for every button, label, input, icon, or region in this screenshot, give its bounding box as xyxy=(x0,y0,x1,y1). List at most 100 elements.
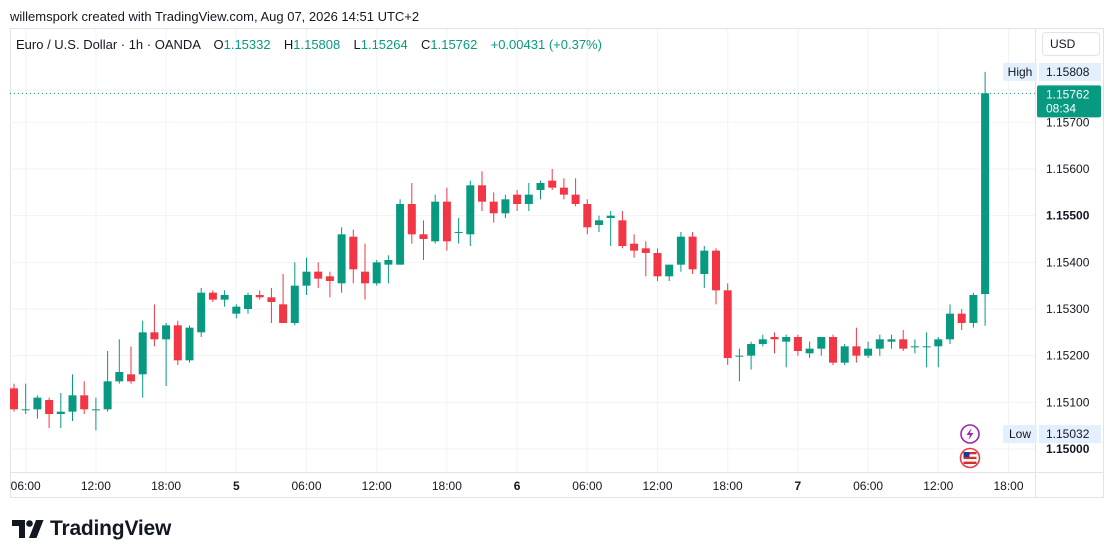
candle[interactable] xyxy=(524,182,533,211)
candle[interactable] xyxy=(548,168,557,190)
candle[interactable] xyxy=(934,336,943,368)
candle[interactable] xyxy=(162,322,171,386)
candle[interactable] xyxy=(325,271,334,298)
candle[interactable] xyxy=(899,329,908,351)
candle[interactable] xyxy=(665,264,674,281)
tradingview-brand[interactable]: TradingView xyxy=(12,517,171,541)
candle[interactable] xyxy=(478,171,486,211)
candle[interactable] xyxy=(712,248,720,305)
candle[interactable] xyxy=(852,327,861,363)
candle[interactable] xyxy=(536,180,545,200)
candle[interactable] xyxy=(115,339,124,384)
candle[interactable] xyxy=(606,210,615,246)
candle[interactable] xyxy=(957,308,966,330)
candle[interactable] xyxy=(244,292,252,314)
candle-body xyxy=(173,325,182,361)
candle[interactable] xyxy=(489,192,498,223)
candle[interactable] xyxy=(361,243,369,300)
candle-body xyxy=(524,194,533,204)
lightning-glyph xyxy=(966,428,974,440)
candle[interactable] xyxy=(770,332,779,354)
candle[interactable] xyxy=(758,334,767,347)
candle[interactable] xyxy=(630,234,639,258)
candle[interactable] xyxy=(150,304,159,347)
candle[interactable] xyxy=(829,334,837,365)
candle[interactable] xyxy=(173,320,182,365)
candle[interactable] xyxy=(290,262,299,326)
candle[interactable] xyxy=(782,334,791,368)
candle[interactable] xyxy=(688,231,697,274)
candle[interactable] xyxy=(864,341,873,358)
candle[interactable] xyxy=(349,229,358,284)
candle[interactable] xyxy=(337,227,346,293)
candle[interactable] xyxy=(255,290,264,300)
candle[interactable] xyxy=(922,332,931,368)
candle[interactable] xyxy=(56,392,65,428)
candle[interactable] xyxy=(817,336,826,356)
candle[interactable] xyxy=(641,241,650,277)
candle[interactable] xyxy=(138,320,147,398)
time-tick-label: 18:00 xyxy=(151,479,181,493)
candle[interactable] xyxy=(805,341,814,358)
candle[interactable] xyxy=(571,178,580,207)
candle[interactable] xyxy=(910,339,919,354)
candle[interactable] xyxy=(501,194,510,218)
candle[interactable] xyxy=(372,259,381,286)
candle[interactable] xyxy=(232,304,241,319)
candle-body xyxy=(548,180,557,188)
time-tick-label: 7 xyxy=(795,479,802,493)
candle[interactable] xyxy=(946,304,954,344)
candle-body xyxy=(384,259,393,265)
candle[interactable] xyxy=(197,287,206,337)
candle[interactable] xyxy=(747,341,756,370)
candle[interactable] xyxy=(583,199,592,235)
candle[interactable] xyxy=(595,215,603,232)
candle[interactable] xyxy=(103,350,112,412)
candle[interactable] xyxy=(735,348,744,382)
candle[interactable] xyxy=(407,182,416,244)
candle[interactable] xyxy=(840,343,849,365)
candle[interactable] xyxy=(431,194,440,244)
candle[interactable] xyxy=(208,290,217,302)
candle-body xyxy=(103,381,112,410)
candle-body xyxy=(875,339,884,349)
candle[interactable] xyxy=(91,397,100,431)
candle[interactable] xyxy=(676,231,685,272)
candle[interactable] xyxy=(700,245,709,288)
candle[interactable] xyxy=(80,381,89,414)
candle[interactable] xyxy=(21,383,30,414)
candle[interactable] xyxy=(981,71,990,326)
us-flag-icon[interactable] xyxy=(959,447,981,469)
candle[interactable] xyxy=(969,292,978,328)
candle[interactable] xyxy=(185,325,194,363)
candle[interactable] xyxy=(302,257,311,295)
candle[interactable] xyxy=(314,262,323,288)
candle[interactable] xyxy=(466,180,475,246)
candle[interactable] xyxy=(419,220,428,260)
candle[interactable] xyxy=(875,334,884,356)
candle[interactable] xyxy=(267,287,276,323)
candle[interactable] xyxy=(513,189,522,211)
candle[interactable] xyxy=(220,290,229,307)
candle[interactable] xyxy=(618,210,627,249)
candle[interactable] xyxy=(127,346,135,384)
candle[interactable] xyxy=(33,395,42,419)
lightning-event-icon[interactable] xyxy=(960,424,980,444)
time-tick-label: 06:00 xyxy=(853,479,883,493)
candle[interactable] xyxy=(653,248,662,281)
candle[interactable] xyxy=(887,334,896,349)
candle[interactable] xyxy=(45,397,54,428)
candle[interactable] xyxy=(68,374,77,421)
candle[interactable] xyxy=(723,283,732,365)
candle[interactable] xyxy=(396,199,405,265)
candle[interactable] xyxy=(793,334,802,356)
currency-button[interactable]: USD xyxy=(1042,32,1100,56)
candle[interactable] xyxy=(559,178,568,200)
candle[interactable] xyxy=(384,255,393,284)
candle[interactable] xyxy=(442,187,451,251)
candle-body xyxy=(641,248,650,253)
candle[interactable] xyxy=(279,273,288,323)
candle[interactable] xyxy=(454,217,463,244)
candle[interactable] xyxy=(10,383,18,412)
